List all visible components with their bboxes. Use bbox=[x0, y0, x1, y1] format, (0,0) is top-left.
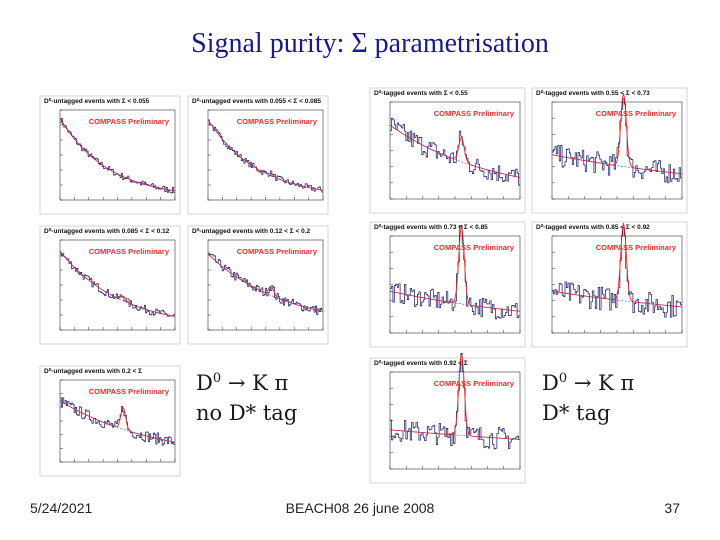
background-curve bbox=[389, 429, 521, 440]
histogram-plot: D⁰-tagged events with 0.73 < Σ < 0.85 COM… bbox=[369, 221, 526, 348]
histogram-plot: D⁰-tagged events with Σ < 0.55 COMPASS Pr… bbox=[369, 87, 526, 214]
preliminary-label: COMPASS Preliminary bbox=[596, 243, 677, 252]
preliminary-label: COMPASS Preliminary bbox=[434, 379, 515, 388]
histogram bbox=[390, 224, 520, 320]
histogram-plot: D⁰-tagged events with 0.85 < Σ < 0.92 COM… bbox=[531, 221, 688, 348]
plot-title: D⁰-untagged events with Σ < 0.055 bbox=[44, 97, 150, 105]
particle: D bbox=[542, 371, 559, 395]
histogram bbox=[552, 227, 682, 318]
plot-frame bbox=[369, 87, 526, 214]
slide-title: Signal purity: Σ parametrisation bbox=[191, 28, 549, 59]
plot-frame bbox=[39, 95, 181, 215]
histogram-plot: D⁰-untagged events with 0.12 < Σ < 0.2 CO… bbox=[187, 225, 329, 345]
preliminary-label: COMPASS Preliminary bbox=[89, 387, 170, 396]
plot-title: D⁰-tagged events with 0.92 < Σ bbox=[374, 359, 468, 367]
plot-frame bbox=[531, 87, 688, 214]
plot-title: D⁰-untagged events with 0.085 < Σ < 0.12 bbox=[44, 227, 170, 235]
histogram-plot: D⁰-tagged events with 0.55 < Σ < 0.73 COM… bbox=[531, 87, 688, 214]
histogram-plot: D⁰-untagged events with 0.085 < Σ < 0.12… bbox=[39, 225, 181, 345]
background-curve bbox=[207, 119, 324, 191]
plot-frame bbox=[187, 95, 329, 215]
tag: D* tag bbox=[542, 401, 611, 425]
histogram bbox=[60, 251, 175, 317]
footer-text: BEACH08 26 june 2008 bbox=[285, 500, 435, 516]
histogram bbox=[60, 397, 175, 446]
plot-frame bbox=[369, 357, 526, 484]
preliminary-label: COMPASS Preliminary bbox=[596, 109, 677, 118]
page-number: 37 bbox=[664, 500, 680, 516]
background-curve bbox=[59, 400, 176, 443]
plot-title: D⁰-untagged events with 0.2 < Σ bbox=[44, 367, 142, 375]
plot-frame bbox=[39, 225, 181, 345]
label-box: D0 → K π no D* tag bbox=[196, 364, 297, 428]
background-curve bbox=[551, 154, 683, 175]
plot-frame bbox=[369, 221, 526, 348]
preliminary-label: COMPASS Preliminary bbox=[89, 117, 170, 126]
decay: → K π bbox=[227, 371, 289, 395]
histogram-plot: D⁰-tagged events with 0.92 < Σ COMPASS Pr… bbox=[369, 353, 526, 484]
background-curve bbox=[59, 250, 176, 317]
plot-frame bbox=[39, 365, 181, 477]
decay: → K π bbox=[573, 371, 635, 395]
preliminary-label: COMPASS Preliminary bbox=[434, 109, 515, 118]
background-curve bbox=[389, 290, 521, 312]
background-curve bbox=[389, 124, 521, 178]
preliminary-label: COMPASS Preliminary bbox=[434, 243, 515, 252]
background-curve bbox=[207, 253, 324, 312]
histogram bbox=[390, 353, 520, 450]
plot-title: D⁰-tagged events with 0.73 < Σ < 0.85 bbox=[374, 223, 488, 231]
particle: D bbox=[196, 371, 213, 395]
plot-frame bbox=[531, 221, 688, 348]
preliminary-label: COMPASS Preliminary bbox=[89, 247, 170, 256]
histogram bbox=[208, 119, 323, 193]
footer-date: 5/24/2021 bbox=[30, 500, 93, 516]
histogram-plot: D⁰-untagged events with 0.055 < Σ < 0.08… bbox=[187, 95, 329, 215]
histogram-plot: D⁰-untagged events with Σ < 0.055 COMPASS… bbox=[39, 95, 181, 215]
plot-title: D⁰-tagged events with 0.85 < Σ < 0.92 bbox=[536, 223, 650, 231]
histogram bbox=[208, 252, 323, 315]
label-box: D0 → K π D* tag bbox=[542, 364, 634, 428]
decay-line: D0 → K π bbox=[196, 364, 297, 398]
superscript: 0 bbox=[558, 371, 568, 386]
superscript: 0 bbox=[212, 371, 222, 386]
preliminary-label: COMPASS Preliminary bbox=[237, 117, 318, 126]
plot-title: D⁰-tagged events with 0.55 < Σ < 0.73 bbox=[536, 89, 650, 97]
histogram bbox=[390, 118, 520, 186]
tag: no D* tag bbox=[196, 401, 298, 425]
background-curve bbox=[551, 290, 683, 308]
background-curve bbox=[59, 118, 176, 192]
plot-title: D⁰-untagged events with 0.055 < Σ < 0.08… bbox=[192, 97, 321, 105]
decay-line: D0 → K π bbox=[542, 364, 634, 398]
plot-title: D⁰-untagged events with 0.12 < Σ < 0.2 bbox=[192, 227, 311, 235]
preliminary-label: COMPASS Preliminary bbox=[237, 247, 318, 256]
plot-title: D⁰-tagged events with Σ < 0.55 bbox=[374, 89, 468, 97]
histogram-plot: D⁰-untagged events with 0.2 < Σ COMPASS P… bbox=[39, 365, 181, 477]
